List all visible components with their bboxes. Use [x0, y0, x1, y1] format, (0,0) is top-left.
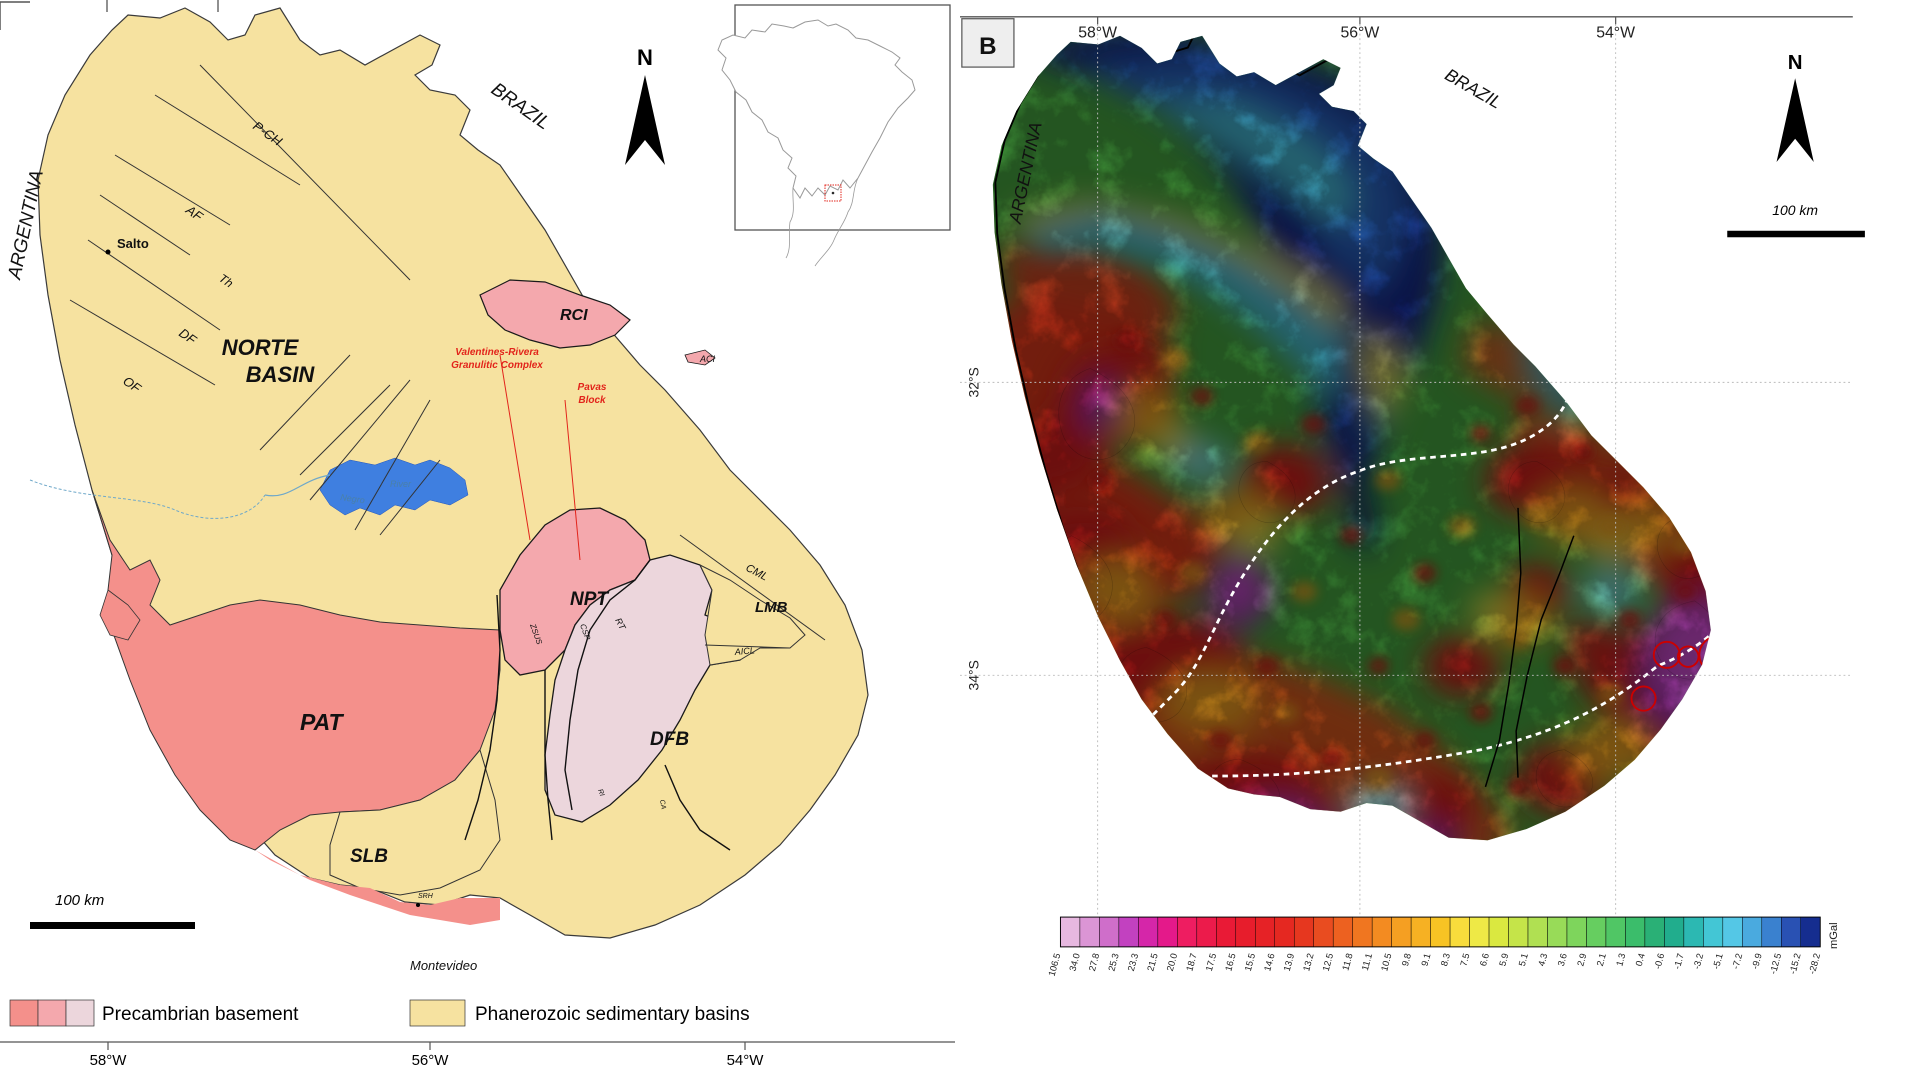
svg-text:LMB: LMB: [755, 599, 788, 616]
svg-text:17.5: 17.5: [1204, 952, 1218, 972]
svg-text:Precambrian basement: Precambrian basement: [102, 1004, 299, 1025]
svg-text:18.7: 18.7: [1184, 952, 1198, 972]
svg-text:11.1: 11.1: [1360, 952, 1374, 971]
svg-text:5.1: 5.1: [1517, 952, 1530, 967]
svg-text:-12.5: -12.5: [1768, 952, 1783, 975]
svg-text:15.5: 15.5: [1243, 952, 1257, 972]
svg-text:58°W: 58°W: [90, 1052, 128, 1069]
svg-text:1.3: 1.3: [1614, 952, 1627, 967]
svg-text:13.9: 13.9: [1282, 952, 1296, 972]
svg-text:27.8: 27.8: [1087, 952, 1101, 972]
svg-text:25.3: 25.3: [1106, 952, 1120, 972]
svg-text:16.5: 16.5: [1223, 952, 1237, 972]
svg-text:13.2: 13.2: [1301, 952, 1315, 972]
svg-text:Valentines-Rivera: Valentines-Rivera: [455, 347, 539, 358]
svg-text:PAT: PAT: [300, 709, 345, 735]
svg-text:100 km: 100 km: [55, 892, 104, 909]
svg-text:3.6: 3.6: [1556, 952, 1569, 967]
svg-text:ACI: ACI: [699, 354, 716, 364]
svg-text:Granulitic Complex: Granulitic Complex: [451, 360, 543, 371]
svg-text:-1.7: -1.7: [1672, 952, 1686, 970]
svg-text:Pavas: Pavas: [578, 382, 607, 393]
svg-text:-28.2: -28.2: [1807, 952, 1822, 975]
svg-text:BRAZIL: BRAZIL: [487, 79, 554, 134]
svg-text:B: B: [979, 33, 996, 60]
svg-text:34°S: 34°S: [966, 660, 982, 690]
svg-text:N: N: [637, 45, 653, 70]
svg-text:N: N: [1788, 51, 1803, 74]
svg-text:BASIN: BASIN: [246, 362, 316, 387]
svg-text:14.6: 14.6: [1262, 952, 1276, 972]
svg-text:mGal: mGal: [1828, 922, 1840, 949]
svg-text:-0.6: -0.6: [1653, 952, 1667, 970]
svg-text:23.3: 23.3: [1126, 952, 1140, 972]
svg-text:RCI: RCI: [560, 307, 588, 324]
svg-text:Salto: Salto: [117, 236, 149, 251]
svg-text:Phanerozoic sedimentary basins: Phanerozoic sedimentary basins: [475, 1004, 750, 1025]
svg-text:AICL: AICL: [733, 645, 755, 657]
svg-text:34.0: 34.0: [1068, 952, 1082, 972]
svg-text:9.1: 9.1: [1420, 952, 1433, 967]
svg-text:11.8: 11.8: [1340, 952, 1354, 971]
svg-text:NPT: NPT: [570, 589, 609, 610]
svg-text:BRAZIL: BRAZIL: [1442, 64, 1506, 112]
svg-text:-5.1: -5.1: [1711, 952, 1725, 970]
svg-text:2.1: 2.1: [1595, 952, 1608, 967]
svg-text:8.3: 8.3: [1439, 952, 1452, 967]
svg-text:20.0: 20.0: [1165, 952, 1179, 972]
svg-text:21.5: 21.5: [1145, 952, 1159, 972]
svg-text:0.4: 0.4: [1634, 952, 1647, 967]
svg-text:7.5: 7.5: [1458, 952, 1471, 967]
svg-text:56°W: 56°W: [412, 1052, 450, 1069]
svg-text:SLB: SLB: [350, 846, 388, 867]
svg-text:4.3: 4.3: [1536, 952, 1549, 967]
svg-text:12.5: 12.5: [1321, 952, 1335, 972]
svg-text:-7.2: -7.2: [1730, 952, 1744, 970]
svg-text:Montevideo: Montevideo: [410, 958, 477, 973]
svg-text:6.6: 6.6: [1478, 952, 1491, 967]
svg-text:2.9: 2.9: [1575, 952, 1588, 967]
svg-text:NORTE: NORTE: [222, 335, 300, 360]
svg-text:10.5: 10.5: [1379, 952, 1393, 972]
svg-text:54°W: 54°W: [1596, 24, 1635, 41]
svg-text:5.9: 5.9: [1497, 952, 1510, 967]
svg-text:54°W: 54°W: [727, 1052, 765, 1069]
svg-text:-9.9: -9.9: [1750, 952, 1764, 970]
svg-text:58°W: 58°W: [1078, 24, 1117, 41]
svg-text:-15.2: -15.2: [1788, 952, 1803, 975]
svg-text:56°W: 56°W: [1340, 24, 1379, 41]
svg-text:SRH: SRH: [418, 893, 434, 900]
svg-text:DFB: DFB: [650, 729, 689, 750]
svg-text:River: River: [390, 479, 412, 489]
svg-text:Block: Block: [578, 395, 606, 406]
svg-text:-3.2: -3.2: [1691, 952, 1705, 970]
svg-text:106.5: 106.5: [1047, 952, 1063, 977]
svg-text:100 km: 100 km: [1772, 202, 1818, 218]
svg-text:9.8: 9.8: [1400, 952, 1413, 967]
svg-text:32°S: 32°S: [966, 367, 982, 397]
